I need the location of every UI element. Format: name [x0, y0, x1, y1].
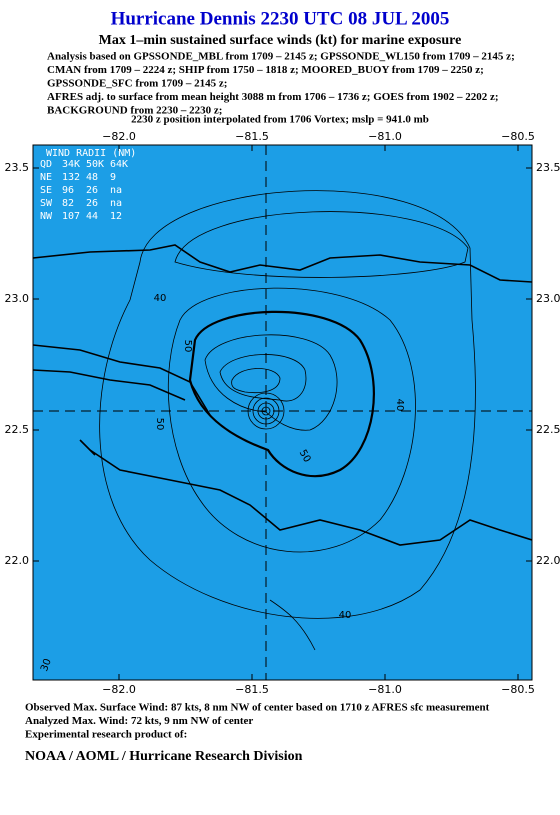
- analysis-lines: Analysis based on GPSSONDE_MBL from 1709…: [47, 51, 515, 117]
- contour-30: [99, 190, 476, 619]
- table-cell: SE: [40, 185, 52, 196]
- analysis-line: GPSSONDE_SFC from 1709 – 2145 z;: [47, 78, 227, 90]
- contour-40: [167, 287, 416, 553]
- y-tick-label: 23.0: [5, 292, 30, 305]
- coastline: [33, 369, 186, 456]
- footer-note: Analyzed Max. Wind: 72 kts, 9 nm NW of c…: [25, 715, 253, 727]
- footer-note: Experimental research product of:: [25, 729, 187, 741]
- x-tick-label: −81.5: [235, 130, 269, 143]
- wind-radii-table: WIND RADII (NM)QD 34K 50K 64K NE 132 48 9 SE 96 26…: [40, 148, 136, 222]
- x-tick-label: −80.5: [501, 683, 535, 696]
- x-tick-label: −81.0: [368, 683, 402, 696]
- y-tick-label: 23.5: [5, 161, 30, 174]
- axes: −82.0 −82.0 −81.5 −81.5 −81.0 −81.0 −80.5 −80.5…: [5, 130, 560, 696]
- analysis-line: CMAN from 1709 – 2224 z; SHIP from 1750 …: [47, 64, 484, 76]
- table-cell: na: [110, 198, 122, 209]
- analysis-line: BACKGROUND from 2230 – 2230 z;: [47, 105, 222, 117]
- table-cell: NE: [40, 172, 52, 183]
- table-cell: 12: [110, 211, 122, 222]
- wind-field: [33, 145, 532, 680]
- table-header: QD: [40, 159, 52, 170]
- x-tick-label: −82.0: [102, 683, 136, 696]
- position-line: 2230 z position interpolated from 1706 V…: [131, 114, 429, 126]
- contour-label: 50: [154, 418, 165, 431]
- table-cell: 82: [62, 198, 74, 209]
- subtitle: Max 1–min sustained surface winds (kt) f…: [99, 33, 462, 48]
- contour-line: [269, 599, 316, 651]
- contour-label: 50: [182, 340, 193, 353]
- x-tick-label: −81.0: [368, 130, 402, 143]
- contour-label: 30: [39, 657, 54, 673]
- x-tick-label: −82.0: [102, 130, 136, 143]
- background: [33, 145, 532, 680]
- table-cell: 44: [86, 211, 98, 222]
- table-header: 64K: [110, 159, 128, 170]
- contour-label: 40: [394, 399, 405, 412]
- y-tick-label: 22.0: [5, 554, 30, 567]
- footer: Observed Max. Surface Wind: 87 kts, 8 nm…: [25, 702, 490, 741]
- x-tick-label: −81.5: [235, 683, 269, 696]
- table-cell: 48: [86, 172, 98, 183]
- table-header: 50K: [86, 159, 104, 170]
- table-cell: 26: [86, 198, 98, 209]
- contour-label: 40: [339, 610, 352, 621]
- y-tick-label: 22.0: [536, 554, 560, 567]
- map-frame: [32, 144, 533, 681]
- table-cell: 9: [110, 172, 116, 183]
- footer-note: Observed Max. Surface Wind: 87 kts, 8 nm…: [25, 702, 490, 714]
- y-tick-label: 22.5: [5, 423, 30, 436]
- table-cell: SW: [40, 198, 53, 209]
- table-cell: NW: [40, 211, 53, 222]
- contour-40: [174, 211, 469, 278]
- contour-80: [231, 368, 281, 394]
- table-header: 34K: [62, 159, 80, 170]
- table-cell: 132: [62, 172, 80, 183]
- contour-70: [219, 354, 307, 402]
- contour-label: 40: [154, 293, 167, 304]
- y-tick-label: 22.5: [536, 423, 560, 436]
- contour-60: [204, 334, 338, 431]
- table-title: WIND RADII (NM): [46, 148, 136, 159]
- coastline: [33, 344, 532, 546]
- coastline: [33, 244, 532, 283]
- table-cell: 107: [62, 211, 80, 222]
- title: Hurricane Dennis 2230 UTC 08 JUL 2005: [111, 8, 450, 29]
- y-tick-label: 23.5: [536, 161, 560, 174]
- contour-50: [188, 310, 375, 478]
- organization: NOAA / AOML / Hurricane Research Divisio…: [25, 749, 303, 764]
- table-cell: 96: [62, 185, 74, 196]
- analysis-line: Analysis based on GPSSONDE_MBL from 1709…: [47, 51, 515, 63]
- x-tick-label: −80.5: [501, 130, 535, 143]
- table-cell: 26: [86, 185, 98, 196]
- table-cell: na: [110, 185, 122, 196]
- analysis-line: AFRES adj. to surface from mean height 3…: [47, 91, 499, 103]
- y-tick-label: 23.0: [536, 292, 560, 305]
